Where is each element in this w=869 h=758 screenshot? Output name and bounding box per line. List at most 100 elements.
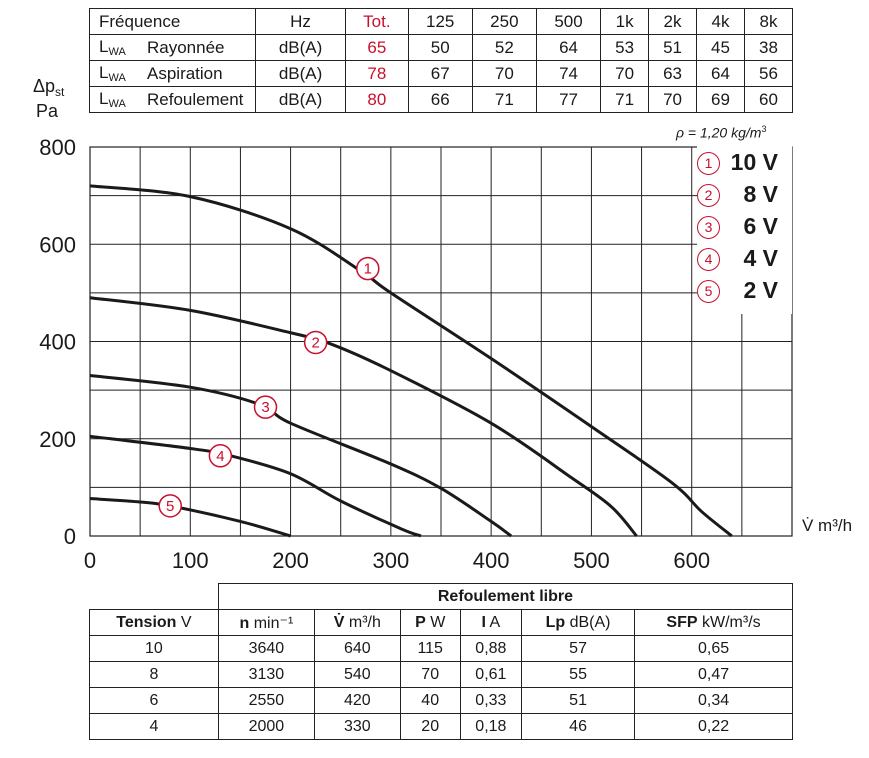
curve-marker: 4 xyxy=(208,444,233,468)
performance-table: Refoulement libre Tension V n min⁻¹ V̇ m… xyxy=(89,583,794,740)
cell: 71 xyxy=(471,86,537,113)
marker-circle xyxy=(158,494,182,518)
curve-4v xyxy=(89,434,422,538)
row-label: Refoulement xyxy=(143,86,256,113)
y-axis-label: Δpst xyxy=(33,76,65,99)
marker-circle xyxy=(356,256,380,281)
cell: 64 xyxy=(535,34,602,61)
col-header: Lp dB(A) xyxy=(521,609,636,636)
y-tick-label: 800 xyxy=(39,135,76,160)
cell: 46 xyxy=(521,713,636,740)
cell: 38 xyxy=(743,34,794,61)
cell: 3640 xyxy=(217,635,315,662)
cell: 330 xyxy=(313,713,401,740)
legend-label: 2 V xyxy=(743,277,778,303)
cell: 69 xyxy=(696,86,745,113)
freq-2k-header: 2k xyxy=(648,8,697,35)
x-tick-label: 0 xyxy=(84,548,96,573)
legend-marker: 2 xyxy=(697,184,720,207)
freq-125-header: 125 xyxy=(407,8,473,35)
perf-row: 4 2000 330 20 0,18 46 0,22 xyxy=(89,713,793,740)
legend-item: 1 10 V xyxy=(697,149,792,182)
legend-marker: 5 xyxy=(697,280,720,303)
density-label: ρ = 1,20 kg/m3 xyxy=(676,124,767,141)
legend-item: 5 2 V xyxy=(697,277,792,310)
col-header: n min⁻¹ xyxy=(217,609,315,636)
legend-marker: 1 xyxy=(697,152,720,175)
cell: 540 xyxy=(313,661,401,688)
performance-curves xyxy=(89,184,733,538)
cell: 4 xyxy=(89,713,219,740)
x-tick-label: 300 xyxy=(372,548,409,573)
legend-item: 3 6 V xyxy=(697,213,792,246)
col-header: Tension V xyxy=(89,609,219,636)
marker-number: 2 xyxy=(311,334,319,351)
cell: 2000 xyxy=(217,713,315,740)
cell: 3130 xyxy=(217,661,315,688)
cell: 40 xyxy=(399,687,461,714)
chart-legend: 1 10 V 2 8 V 3 6 V 4 4 V 5 2 V xyxy=(697,144,792,314)
cell: 70 xyxy=(399,661,461,688)
legend-label: 10 V xyxy=(730,149,778,175)
cell: 66 xyxy=(407,86,473,113)
curve-marker: 3 xyxy=(253,395,278,419)
legend-item: 4 4 V xyxy=(697,245,792,278)
marker-number: 3 xyxy=(261,399,269,416)
curve-marker: 2 xyxy=(303,330,328,355)
marker-circle xyxy=(253,395,278,419)
cell: 60 xyxy=(743,86,794,113)
legend-label: 6 V xyxy=(743,213,778,239)
cell: 0,18 xyxy=(459,713,523,740)
sound-table-row: LWA Refoulement dB(A) 80 66 71 77 71 70 … xyxy=(89,86,794,113)
col-header: V̇ m³/h xyxy=(313,609,401,636)
cell: 0,88 xyxy=(459,635,523,662)
cell: 70 xyxy=(648,86,697,113)
curve-10v xyxy=(89,184,733,538)
sound-power-table: Fréquence Hz Tot. 125 250 500 1k 2k 4k 8… xyxy=(89,8,794,113)
freq-500-header: 500 xyxy=(535,8,602,35)
x-tick-label: 200 xyxy=(272,548,309,573)
cell: 0,47 xyxy=(634,661,793,688)
cell: 0,22 xyxy=(634,713,793,740)
curve-6v xyxy=(89,374,513,538)
legend-marker: 3 xyxy=(697,216,720,239)
row-total: 80 xyxy=(345,86,409,113)
legend-label: 8 V xyxy=(743,181,778,207)
cell: 67 xyxy=(407,60,473,87)
row-total: 65 xyxy=(345,34,409,61)
y-tick-label: 600 xyxy=(39,232,76,257)
sound-table-row: LWA Rayonnée dB(A) 65 50 52 64 53 51 45 … xyxy=(89,34,794,61)
cell: 51 xyxy=(521,687,636,714)
marker-number: 1 xyxy=(364,261,372,278)
cell: 57 xyxy=(521,635,636,662)
lwa-label: LWA xyxy=(89,86,143,113)
x-axis-unit: V̇ m³/h xyxy=(802,516,853,535)
curve-markers: 1 2 3 4 5 xyxy=(158,256,380,518)
col-header: SFP kW/m³/s xyxy=(634,609,793,636)
legend-item: 2 8 V xyxy=(697,181,792,214)
y-tick-label: 400 xyxy=(39,330,76,355)
curve-marker: 1 xyxy=(356,256,380,281)
empty-cell xyxy=(89,583,219,610)
row-label: Rayonnée xyxy=(143,34,256,61)
cell: 2550 xyxy=(217,687,315,714)
cell: 0,65 xyxy=(634,635,793,662)
marker-number: 4 xyxy=(216,448,224,465)
curve-marker: 5 xyxy=(158,494,182,518)
frequency-header: Fréquence xyxy=(89,8,256,35)
cell: 53 xyxy=(600,34,650,61)
perf-row: 8 3130 540 70 0,61 55 0,47 xyxy=(89,661,793,688)
curve-8v xyxy=(89,296,638,537)
perf-title-row: Refoulement libre xyxy=(89,583,794,610)
legend-label: 4 V xyxy=(743,245,778,271)
x-tick-label: 400 xyxy=(473,548,510,573)
cell: 77 xyxy=(535,86,602,113)
row-unit: dB(A) xyxy=(254,86,347,113)
axis-ticks: 0 100 200 300 400 500 600 0 200 400 600 800 xyxy=(39,135,710,573)
col-header: P W xyxy=(399,609,461,636)
freq-1k-header: 1k xyxy=(600,8,650,35)
x-tick-label: 600 xyxy=(673,548,710,573)
cell: 70 xyxy=(471,60,537,87)
y-tick-label: 200 xyxy=(39,427,76,452)
perf-table-title: Refoulement libre xyxy=(217,583,794,610)
